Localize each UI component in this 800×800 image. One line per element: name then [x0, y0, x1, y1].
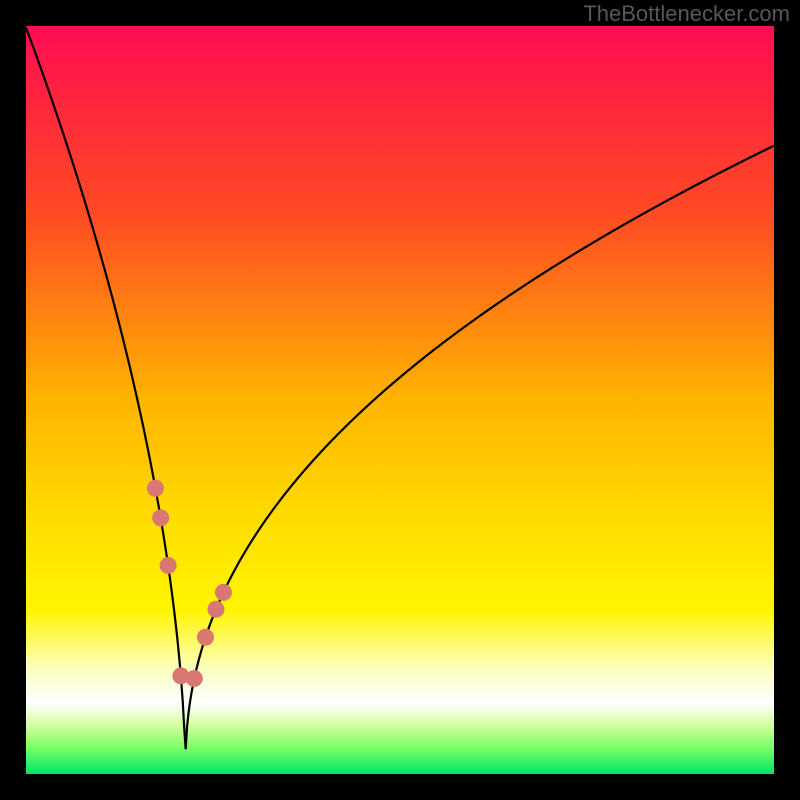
curve-marker: [147, 480, 164, 497]
chart-stage: TheBottlenecker.com: [0, 0, 800, 800]
curve-marker: [215, 584, 232, 601]
watermark: TheBottlenecker.com: [583, 1, 790, 27]
curve-marker: [197, 629, 214, 646]
curve-marker: [207, 601, 224, 618]
curve-marker: [152, 509, 169, 526]
curve-marker: [160, 557, 177, 574]
curve-marker: [186, 670, 203, 687]
chart-svg: [0, 0, 800, 800]
